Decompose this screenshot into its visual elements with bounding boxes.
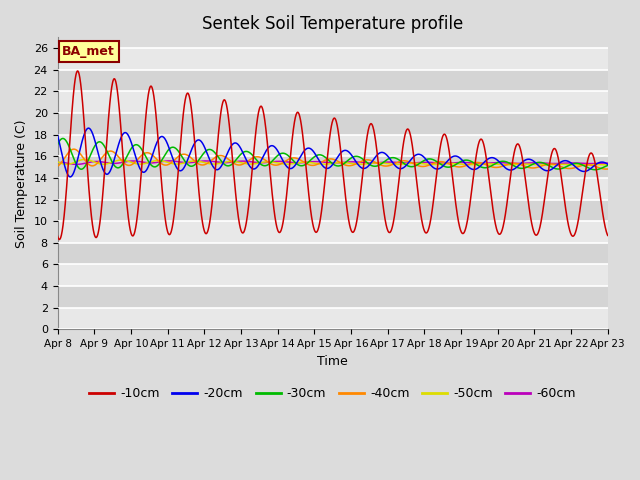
Bar <box>58 308 608 329</box>
Bar <box>58 178 608 200</box>
Y-axis label: Soil Temperature (C): Soil Temperature (C) <box>15 119 28 248</box>
Bar <box>58 70 608 91</box>
Bar <box>58 200 608 221</box>
X-axis label: Time: Time <box>317 355 348 368</box>
Bar <box>58 91 608 113</box>
Text: BA_met: BA_met <box>62 45 115 58</box>
Bar <box>58 264 608 286</box>
Title: Sentek Soil Temperature profile: Sentek Soil Temperature profile <box>202 15 463 33</box>
Bar <box>58 243 608 264</box>
Bar <box>58 286 608 308</box>
Bar <box>58 135 608 156</box>
Bar <box>58 221 608 243</box>
Legend: -10cm, -20cm, -30cm, -40cm, -50cm, -60cm: -10cm, -20cm, -30cm, -40cm, -50cm, -60cm <box>84 382 581 405</box>
Bar <box>58 113 608 135</box>
Bar <box>58 48 608 70</box>
Bar <box>58 156 608 178</box>
